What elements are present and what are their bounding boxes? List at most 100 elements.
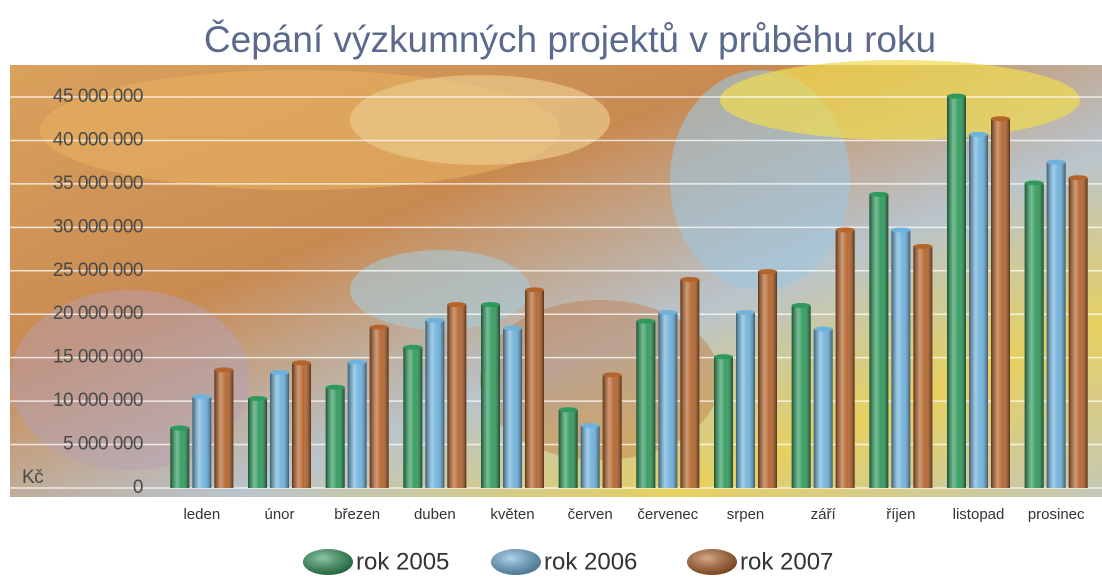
bar-shading [248,399,267,488]
bar-cap [792,303,811,308]
bar-shading [170,428,189,488]
bar-cap [292,360,311,365]
y-tick-label: 45 000 000 [53,86,143,107]
y-tick-label: 15 000 000 [53,347,143,368]
y-axis-unit: Kč [22,467,43,488]
y-tick-label: 5 000 000 [63,434,143,455]
bar-shading [214,370,233,488]
bar-shading [836,230,855,488]
bar-cap [214,367,233,372]
legend-label: rok 2007 [740,548,833,575]
y-tick-label: 30 000 000 [53,216,143,237]
bar-shading [425,320,444,488]
x-tick-label: únor [264,506,294,523]
x-tick-label: září [811,506,837,523]
y-tick-label: 20 000 000 [53,303,143,324]
bar-shading [658,312,677,488]
bar-cap [326,385,345,390]
bar-cap [481,302,500,307]
x-tick-label: leden [183,506,220,523]
y-tick-label: 35 000 000 [53,173,143,194]
legend-label: rok 2005 [356,548,449,575]
y-tick-label: 25 000 000 [53,260,143,281]
bar-shading [292,363,311,488]
y-tick-label: 0 [133,477,143,498]
bar-shading [1069,178,1088,488]
bar-cap [869,192,888,197]
bar-cap [913,244,932,249]
legend-swatch-shading [303,549,353,575]
bar-shading [891,230,910,488]
bar-cap [1025,181,1044,186]
x-tick-label: červen [568,506,613,523]
bar-shading [481,305,500,488]
x-tick-label: březen [334,506,380,523]
bar-shading [270,372,289,488]
bar-shading [991,119,1010,488]
chart-title: Čepání výzkumných projektů v průběhu rok… [204,19,936,60]
bar-cap [425,318,444,323]
bar-cap [603,373,622,378]
bar-cap [192,394,211,399]
bar-shading [758,272,777,488]
bar-cap [348,360,367,365]
bar-shading [370,327,389,488]
bar-shading [403,347,422,488]
bar-cap [736,310,755,315]
bar-cap [403,345,422,350]
legend-swatch-shading [687,549,737,575]
bar-shading [792,306,811,488]
y-tick-label: 10 000 000 [53,390,143,411]
bar-shading [736,312,755,488]
bar-shading [913,246,932,488]
bar-cap [170,426,189,431]
x-tick-label: srpen [727,506,765,523]
bar-cap [559,407,578,412]
x-tick-label: duben [414,506,456,523]
bar-cap [991,116,1010,121]
bar-cap [1069,175,1088,180]
bar-cap [836,227,855,232]
bar-shading [947,96,966,488]
legend-label: rok 2006 [544,548,637,575]
bar-shading [348,362,367,488]
bar-cap [891,227,910,232]
x-tick-label: květen [490,506,534,523]
x-tick-label: prosinec [1028,506,1085,523]
bar-cap [947,94,966,99]
x-tick-label: listopad [953,506,1005,523]
bar-cap [680,277,699,282]
bar-cap [714,354,733,359]
bar-shading [192,397,211,488]
bar-shading [814,329,833,488]
legend-swatch-shading [491,549,541,575]
bar-cap [814,326,833,331]
bar-shading [680,279,699,488]
bar-cap [969,132,988,137]
bar-cap [370,325,389,330]
chart: Čepání výzkumných projektů v průběhu rok… [0,0,1102,580]
bar-shading [326,387,345,488]
x-tick-label: červenec [637,506,698,523]
bar-cap [270,370,289,375]
bar-cap [581,423,600,428]
y-tick-label: 40 000 000 [53,129,143,150]
bar-cap [447,302,466,307]
bar-cap [525,287,544,292]
bar-shading [581,425,600,488]
bar-shading [1047,162,1066,488]
bar-shading [559,410,578,488]
bar-shading [714,357,733,488]
bar-cap [658,310,677,315]
bar-cap [248,396,267,401]
bar-shading [869,194,888,488]
bar-cap [503,326,522,331]
bar-shading [603,375,622,488]
bar-shading [447,305,466,488]
bar-shading [1025,183,1044,488]
bar-cap [1047,160,1066,165]
bar-shading [636,321,655,488]
bar-shading [969,134,988,488]
x-tick-label: říjen [886,506,915,523]
bar-shading [525,290,544,488]
